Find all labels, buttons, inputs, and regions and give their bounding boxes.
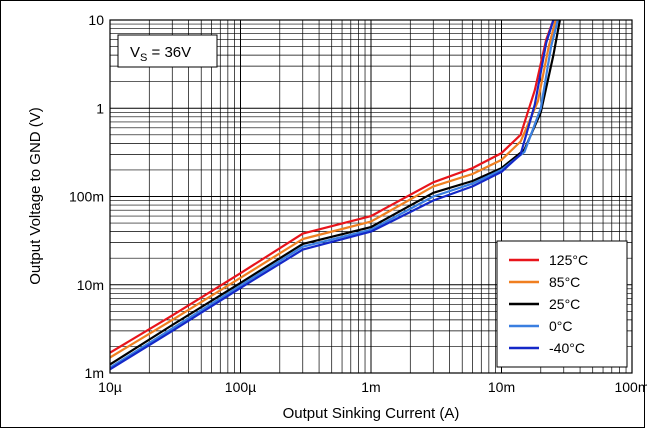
y-tick-label: 10 bbox=[88, 12, 104, 28]
x-tick-label: 1m bbox=[361, 379, 380, 395]
legend-entry: -40°C bbox=[549, 340, 585, 356]
legend-entry: 0°C bbox=[549, 318, 573, 334]
plot-border bbox=[109, 19, 633, 374]
grid-lines bbox=[110, 20, 632, 373]
x-tick-label: 100µ bbox=[225, 379, 256, 395]
y-tick-label: 1 bbox=[96, 100, 104, 116]
annotation-frame bbox=[117, 34, 218, 68]
x-axis-label: Output Sinking Current (A) bbox=[283, 405, 460, 422]
tick-labels: 10µ 100µ 1m 10m 100m 1m 10m 100m 1 10 bbox=[69, 12, 647, 395]
annotation-sub: S bbox=[140, 52, 147, 64]
series-line-3 bbox=[109, 19, 559, 369]
annotation-text: VS = 36V bbox=[130, 44, 191, 64]
legend-entry: 85°C bbox=[549, 274, 580, 290]
series-line-4 bbox=[109, 19, 555, 371]
series-lines bbox=[109, 19, 561, 371]
legend-entry: 125°C bbox=[549, 252, 588, 268]
series-line-2 bbox=[109, 19, 561, 366]
series-line-1 bbox=[109, 19, 557, 359]
x-tick-label: 10µ bbox=[98, 379, 122, 395]
y-axis-label: Output Voltage to GND (V) bbox=[27, 107, 44, 285]
y-tick-label: 1m bbox=[85, 365, 104, 381]
y-tick-label: 100m bbox=[69, 189, 104, 205]
x-tick-label: 100m bbox=[614, 379, 647, 395]
legend-entry: 25°C bbox=[549, 296, 580, 312]
annotation-box: VS = 36V bbox=[117, 34, 218, 68]
x-tick-label: 10m bbox=[488, 379, 515, 395]
series-line-0 bbox=[109, 19, 555, 354]
annotation-main: V bbox=[130, 44, 140, 61]
annotation-rest: = 36V bbox=[147, 44, 191, 61]
legend: 125°C 85°C 25°C 0°C -40°C bbox=[496, 240, 628, 368]
y-tick-label: 10m bbox=[77, 277, 104, 293]
